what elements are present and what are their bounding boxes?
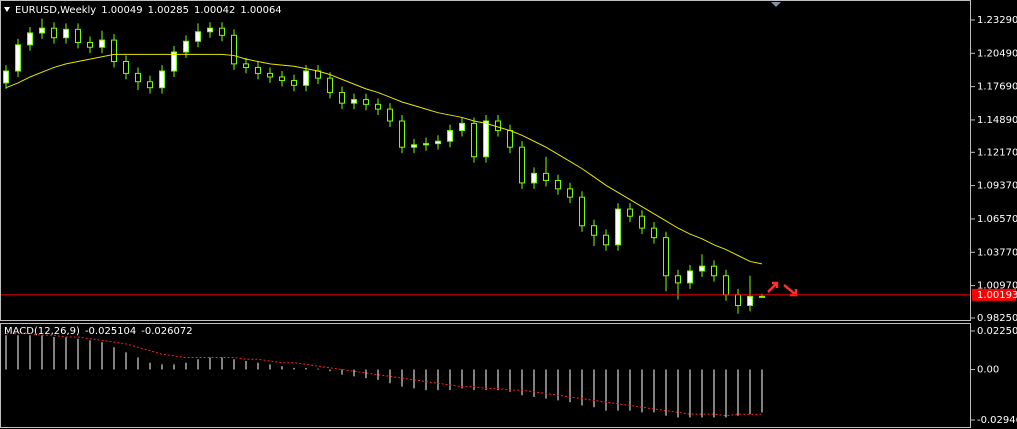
candle-body <box>471 122 477 158</box>
y-tick-label: 1.12170 <box>977 147 1017 158</box>
y-tick-label: 1.03770 <box>977 247 1017 258</box>
candle-body <box>171 51 177 72</box>
candle-body <box>723 275 729 296</box>
candle-body <box>483 120 489 158</box>
candle-body <box>711 265 717 277</box>
y-tick-label: 1.09370 <box>977 181 1017 192</box>
candle-body <box>423 143 429 146</box>
candle-body <box>159 70 165 89</box>
y-tick-label: 0.00 <box>977 365 999 376</box>
candle-body <box>459 122 465 132</box>
candle-body <box>363 99 369 105</box>
up-arrow <box>767 281 779 293</box>
candle-body <box>735 294 741 306</box>
macd-value: -0.025104 <box>85 326 136 337</box>
candle-body <box>399 120 405 148</box>
candle-body <box>303 70 309 86</box>
macd-name: MACD(12,26,9) <box>4 326 80 337</box>
candle-body <box>51 27 57 39</box>
high: 1.00285 <box>148 5 189 16</box>
candle-body <box>747 295 753 306</box>
candle-body <box>315 70 321 79</box>
candle-body <box>267 72 273 78</box>
candle-body <box>375 103 381 110</box>
candle-body <box>543 172 549 182</box>
candle-body <box>39 27 45 34</box>
macd-header: MACD(12,26,9) -0.025104 -0.026072 <box>4 326 193 337</box>
y-tick-label: 1.20490 <box>977 48 1017 59</box>
candle-body <box>507 130 513 148</box>
close: 1.00064 <box>240 5 281 16</box>
candle-body <box>591 225 597 236</box>
candle-body <box>639 215 645 229</box>
candle-body <box>351 99 357 104</box>
candle-body <box>279 76 285 82</box>
candle-body <box>183 40 189 53</box>
candle-body <box>219 27 225 36</box>
open: 1.00049 <box>101 5 142 16</box>
candle-body <box>123 61 129 74</box>
y-tick-label: 1.00970 <box>977 281 1017 292</box>
candle-body <box>27 32 33 46</box>
candle-body <box>567 188 573 198</box>
candle-body <box>531 172 537 184</box>
candle-body <box>663 237 669 277</box>
candle-body <box>495 120 501 132</box>
candle-body <box>255 66 261 74</box>
candle-body <box>87 41 93 48</box>
candle-body <box>435 140 441 145</box>
candle-body <box>195 31 201 42</box>
candle-body <box>411 144 417 148</box>
candle-body <box>15 44 21 72</box>
symbol: EURUSD,Weekly <box>15 5 96 16</box>
candle-body <box>387 108 393 122</box>
price-label: 1.00193 <box>977 290 1017 301</box>
candle-body <box>111 39 117 63</box>
candle-body <box>519 146 525 184</box>
y-tick-label: -0.029461 <box>977 415 1017 426</box>
signal-line <box>6 333 763 417</box>
macd-frame <box>0 323 971 428</box>
menu-triangle[interactable] <box>4 7 10 12</box>
y-tick-label: 1.17690 <box>977 82 1017 93</box>
y-tick-label: 1.23290 <box>977 15 1017 26</box>
candle-body <box>603 234 609 246</box>
y-tick-label: 0.022506 <box>977 326 1017 337</box>
moving-average <box>5 53 763 265</box>
candle-body <box>147 81 153 89</box>
candle-body <box>243 63 249 68</box>
y-tick-label: 0.98250 <box>977 313 1017 324</box>
candle-body <box>339 91 345 104</box>
candle-body <box>651 227 657 239</box>
candle-body <box>327 77 333 93</box>
y-tick-label: 1.06570 <box>977 214 1017 225</box>
candle-body <box>207 27 213 33</box>
candle-body <box>447 130 453 142</box>
candle-body <box>291 80 297 86</box>
candle-body <box>555 180 561 190</box>
symbol-header: EURUSD,Weekly 1.00049 1.00285 1.00042 1.0006… <box>15 5 282 16</box>
candle-body <box>759 295 765 298</box>
candle-body <box>63 28 69 39</box>
candle-body <box>627 208 633 217</box>
low: 1.00042 <box>194 5 235 16</box>
signal-value: -0.026072 <box>141 326 192 337</box>
candle-body <box>135 72 141 83</box>
price-label-bg <box>972 288 1016 301</box>
candle-body <box>675 275 681 284</box>
candle-body <box>687 270 693 284</box>
shift-marker <box>771 2 781 7</box>
candle-body <box>75 28 81 43</box>
main-frame <box>0 0 971 321</box>
candle-body <box>615 208 621 246</box>
down-arrow <box>783 284 798 297</box>
candle-body <box>231 34 237 65</box>
y-tick-label: 1.14890 <box>977 115 1017 126</box>
candle-body <box>3 70 9 84</box>
candle-body <box>579 196 585 227</box>
candle-body <box>699 265 705 272</box>
candle-body <box>99 39 105 48</box>
